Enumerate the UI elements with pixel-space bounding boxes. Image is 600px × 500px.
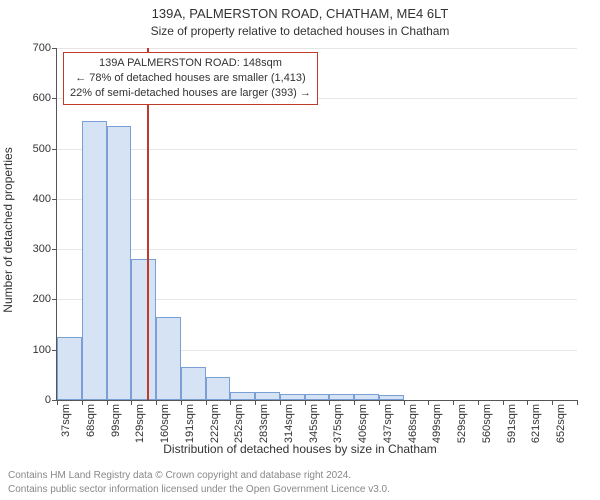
y-tick-label: 500 [33, 143, 51, 155]
y-tick-label: 0 [45, 394, 51, 406]
y-gridline [57, 249, 577, 250]
histogram-bar [305, 394, 330, 400]
y-tick-mark [52, 48, 57, 49]
x-tick-label: 222sqm [209, 404, 221, 443]
x-tick-label: 37sqm [60, 404, 72, 437]
x-tick-label: 375sqm [332, 404, 344, 443]
y-gridline [57, 48, 577, 49]
histogram-bar [181, 367, 206, 400]
y-tick-mark [52, 299, 57, 300]
y-axis-label: Number of detached properties [1, 147, 15, 312]
x-tick-mark [305, 400, 306, 405]
annotation-line-2: ← 78% of detached houses are smaller (1,… [70, 71, 311, 86]
x-tick-label: 160sqm [159, 404, 171, 443]
x-tick-mark [206, 400, 207, 405]
x-tick-label: 529sqm [456, 404, 468, 443]
x-tick-label: 252sqm [233, 404, 245, 443]
x-tick-label: 129sqm [134, 404, 146, 443]
histogram-bar [156, 317, 181, 400]
x-tick-mark [230, 400, 231, 405]
x-tick-mark [329, 400, 330, 405]
histogram-bar [255, 392, 280, 400]
y-tick-label: 600 [33, 92, 51, 104]
x-tick-mark [156, 400, 157, 405]
x-tick-mark [255, 400, 256, 405]
histogram-bar [280, 394, 305, 400]
histogram-bar [82, 121, 107, 400]
x-tick-mark [354, 400, 355, 405]
y-tick-mark [52, 199, 57, 200]
x-tick-mark [453, 400, 454, 405]
x-tick-mark [527, 400, 528, 405]
x-tick-mark [379, 400, 380, 405]
x-tick-label: 191sqm [184, 404, 196, 443]
x-axis-label: Distribution of detached houses by size … [0, 442, 600, 456]
chart-title: 139A, PALMERSTON ROAD, CHATHAM, ME4 6LT [0, 6, 600, 21]
x-tick-label: 406sqm [357, 404, 369, 443]
annotation-line-3: 22% of semi-detached houses are larger (… [70, 86, 311, 101]
y-tick-mark [52, 98, 57, 99]
x-tick-label: 68sqm [85, 404, 97, 437]
annotation-line-1: 139A PALMERSTON ROAD: 148sqm [70, 56, 311, 71]
histogram-bar [131, 259, 156, 400]
x-tick-label: 283sqm [258, 404, 270, 443]
plot-area: 010020030040050060070037sqm68sqm99sqm129… [56, 48, 577, 401]
y-tick-mark [52, 149, 57, 150]
x-tick-label: 468sqm [407, 404, 419, 443]
x-tick-mark [503, 400, 504, 405]
x-tick-label: 345sqm [308, 404, 320, 443]
x-tick-mark [57, 400, 58, 405]
x-tick-mark [577, 400, 578, 405]
y-tick-label: 300 [33, 243, 51, 255]
x-tick-mark [82, 400, 83, 405]
x-tick-mark [280, 400, 281, 405]
histogram-bar [206, 377, 231, 400]
histogram-bar [230, 392, 255, 400]
x-tick-label: 499sqm [431, 404, 443, 443]
y-tick-mark [52, 249, 57, 250]
x-tick-label: 99sqm [110, 404, 122, 437]
x-tick-mark [552, 400, 553, 405]
x-tick-label: 591sqm [506, 404, 518, 443]
y-tick-label: 700 [33, 42, 51, 54]
x-tick-label: 437sqm [382, 404, 394, 443]
footer-line-2: Contains public sector information licen… [8, 483, 390, 497]
x-tick-mark [478, 400, 479, 405]
marker-annotation-box: 139A PALMERSTON ROAD: 148sqm ← 78% of de… [63, 52, 318, 105]
histogram-bar [379, 395, 404, 400]
y-tick-label: 400 [33, 193, 51, 205]
footer-line-1: Contains HM Land Registry data © Crown c… [8, 469, 390, 483]
x-tick-mark [107, 400, 108, 405]
histogram-bar [107, 126, 132, 400]
y-gridline [57, 149, 577, 150]
y-tick-label: 100 [33, 344, 51, 356]
x-tick-mark [131, 400, 132, 405]
chart-footer: Contains HM Land Registry data © Crown c… [8, 469, 390, 496]
property-size-chart: 139A, PALMERSTON ROAD, CHATHAM, ME4 6LT … [0, 0, 600, 500]
y-gridline [57, 199, 577, 200]
x-tick-mark [428, 400, 429, 405]
x-tick-label: 314sqm [283, 404, 295, 443]
x-tick-mark [181, 400, 182, 405]
x-tick-mark [404, 400, 405, 405]
x-tick-label: 560sqm [481, 404, 493, 443]
histogram-bar [329, 394, 354, 400]
histogram-bar [354, 394, 379, 400]
histogram-bar [57, 337, 82, 400]
y-tick-label: 200 [33, 293, 51, 305]
chart-subtitle: Size of property relative to detached ho… [0, 24, 600, 38]
x-tick-label: 621sqm [530, 404, 542, 443]
x-tick-label: 652sqm [555, 404, 567, 443]
